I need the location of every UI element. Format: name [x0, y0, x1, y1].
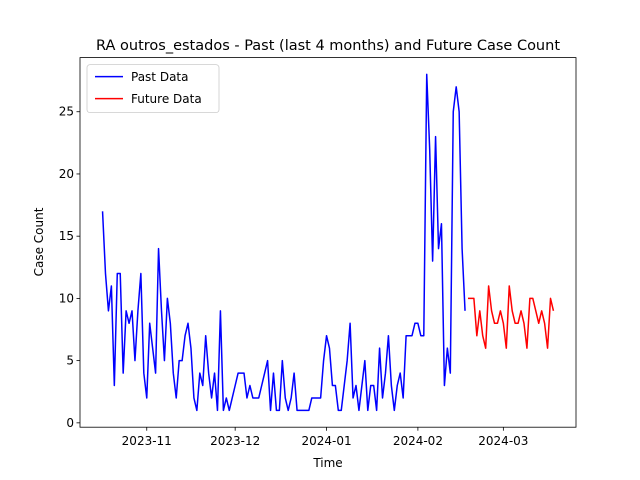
legend-label: Future Data: [131, 92, 202, 106]
x-tick-label: 2023-11: [122, 434, 172, 448]
x-tick-label: 2024-03: [478, 434, 528, 448]
x-tick-label: 2024-01: [301, 434, 351, 448]
x-tick-label: 2024-02: [393, 434, 443, 448]
x-axis-label: Time: [312, 456, 342, 470]
y-tick-label: 15: [59, 229, 74, 243]
y-tick-label: 5: [66, 354, 74, 368]
chart-title: RA outros_estados - Past (last 4 months)…: [96, 38, 560, 54]
legend-label: Past Data: [131, 70, 188, 84]
y-tick-label: 25: [59, 105, 74, 119]
y-tick-label: 10: [59, 291, 74, 305]
x-tick-label: 2023-12: [210, 434, 260, 448]
y-axis-label: Case Count: [32, 207, 46, 276]
plot-frame: [79, 57, 577, 428]
series-line: [101, 73, 466, 412]
y-tick-label: 0: [66, 416, 74, 430]
y-tick-label: 20: [59, 167, 74, 181]
series-line: [467, 285, 555, 349]
